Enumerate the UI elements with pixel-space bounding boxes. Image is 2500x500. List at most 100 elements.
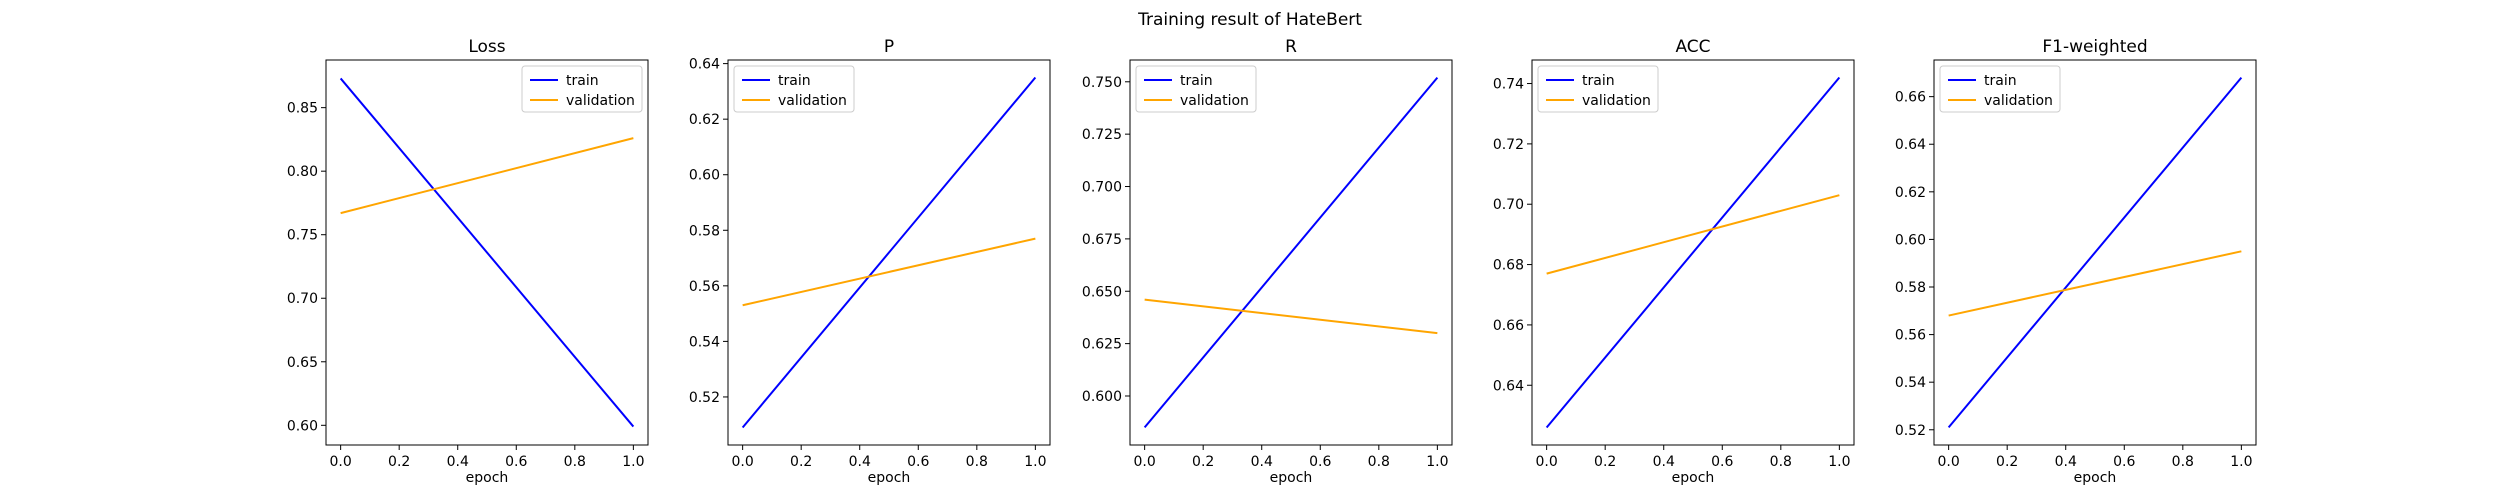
legend: train validation [733, 65, 855, 113]
x-tick-label: 0.2 [1594, 454, 1616, 470]
y-tick-label: 0.80 [287, 164, 318, 180]
y-tick-label: 0.66 [1493, 318, 1524, 334]
x-tick-label: 0.2 [1192, 454, 1214, 470]
y-tick-label: 0.64 [689, 57, 720, 73]
x-tick-label: 0.2 [790, 454, 812, 470]
subplot-title: F1-weighted [2042, 37, 2147, 57]
y-tick-label: 0.52 [1895, 423, 1926, 439]
legend-label-validation: validation [1582, 93, 1651, 109]
subplot-title: Loss [468, 37, 505, 57]
y-tick-label: 0.64 [1493, 378, 1524, 394]
y-tick-label: 0.52 [689, 390, 720, 406]
x-tick-label: 0.4 [2055, 454, 2077, 470]
subplot-2: P 0.0 0.2 0.4 0.6 0.8 1.0 0.52 0.54 0.56 0.58 0.60 0… [689, 37, 1051, 486]
figure-title: Training result of HateBert [1137, 10, 1362, 30]
x-tick-label: 1.0 [1426, 454, 1448, 470]
y-tick-label: 0.54 [689, 334, 720, 350]
series-line-validation [1144, 298, 1438, 335]
subplot-4: ACC 0.0 0.2 0.4 0.6 0.8 1.0 0.64 0.66 0.68 0.70 0.7… [1493, 37, 1855, 486]
y-tick-label: 0.700 [1082, 180, 1122, 196]
y-tick-label: 0.56 [1895, 328, 1926, 344]
legend-label-validation: validation [566, 93, 635, 109]
series-line-train [741, 76, 1037, 429]
legend-label-train: train [1984, 73, 2017, 89]
y-tick-label: 0.600 [1082, 389, 1122, 405]
x-tick-label: 0.8 [2172, 454, 2194, 470]
subplot-1: Loss 0.0 0.2 0.4 0.6 0.8 1.0 0.60 0.65 0.70 0.75 0.… [287, 37, 649, 486]
x-tick-label: 0.2 [1996, 454, 2018, 470]
x-tick-label: 0.0 [1134, 454, 1156, 470]
x-tick-label: 0.8 [1368, 454, 1390, 470]
y-tick-label: 0.675 [1082, 232, 1122, 248]
x-tick-label: 0.4 [1653, 454, 1675, 470]
x-tick-label: 0.0 [732, 454, 754, 470]
plot-frame [1933, 59, 2257, 446]
x-tick-label: 1.0 [622, 454, 644, 470]
x-tick-label: 0.0 [1536, 454, 1558, 470]
x-axis-label: epoch [868, 470, 911, 486]
series-line-train [339, 77, 635, 428]
legend-label-validation: validation [1180, 93, 1249, 109]
plot-frame [727, 59, 1051, 446]
subplot-panels: Loss 0.0 0.2 0.4 0.6 0.8 1.0 0.60 0.65 0.70 0.75 0.… [287, 37, 2257, 486]
x-tick-label: 0.4 [849, 454, 871, 470]
plot-frame [1129, 59, 1453, 446]
x-tick-label: 0.6 [907, 454, 929, 470]
y-tick-label: 0.54 [1895, 375, 1926, 391]
y-tick-label: 0.74 [1493, 77, 1524, 93]
y-tick-label: 0.64 [1895, 137, 1926, 153]
y-tick-label: 0.62 [1895, 185, 1926, 201]
legend: train validation [1939, 65, 2061, 113]
y-tick-label: 0.625 [1082, 337, 1122, 353]
legend-label-train: train [566, 73, 599, 89]
subplot-title: ACC [1675, 37, 1710, 57]
series-line-train [1143, 76, 1439, 429]
y-tick-label: 0.750 [1082, 75, 1122, 91]
y-tick-label: 0.60 [689, 168, 720, 184]
x-axis-label: epoch [2074, 470, 2117, 486]
x-tick-label: 0.6 [2113, 454, 2135, 470]
x-tick-label: 0.6 [1711, 454, 1733, 470]
y-tick-label: 0.66 [1895, 90, 1926, 106]
x-axis-label: epoch [1672, 470, 1715, 486]
y-tick-label: 0.56 [689, 279, 720, 295]
y-tick-label: 0.68 [1493, 258, 1524, 274]
legend-label-train: train [1180, 73, 1213, 89]
x-tick-label: 0.6 [1309, 454, 1331, 470]
legend: train validation [1135, 65, 1257, 113]
series-line-validation [340, 137, 634, 215]
legend-label-train: train [778, 73, 811, 89]
y-tick-label: 0.65 [287, 355, 318, 371]
series-line-validation [1546, 194, 1840, 275]
series-line-validation [1948, 250, 2242, 317]
x-tick-label: 1.0 [1828, 454, 1850, 470]
y-tick-label: 0.85 [287, 101, 318, 117]
x-tick-label: 0.0 [1938, 454, 1960, 470]
series-line-train [1947, 76, 2243, 429]
x-tick-label: 0.8 [966, 454, 988, 470]
legend-label-train: train [1582, 73, 1615, 89]
y-tick-label: 0.72 [1493, 137, 1524, 153]
subplot-title: P [884, 37, 894, 57]
y-tick-label: 0.70 [287, 291, 318, 307]
subplot-title: R [1285, 37, 1297, 57]
y-tick-label: 0.75 [287, 228, 318, 244]
legend: train validation [521, 65, 643, 113]
series-line-train [1545, 76, 1841, 429]
x-axis-label: epoch [1270, 470, 1313, 486]
y-tick-label: 0.62 [689, 112, 720, 128]
y-tick-label: 0.60 [1895, 232, 1926, 248]
x-tick-label: 1.0 [1024, 454, 1046, 470]
x-tick-label: 0.4 [1251, 454, 1273, 470]
y-tick-label: 0.58 [1895, 280, 1926, 296]
y-tick-label: 0.60 [287, 418, 318, 434]
x-tick-label: 0.0 [330, 454, 352, 470]
plot-frame [325, 59, 649, 446]
legend: train validation [1537, 65, 1659, 113]
x-tick-label: 0.6 [505, 454, 527, 470]
x-tick-label: 0.8 [1770, 454, 1792, 470]
series-line-validation [742, 237, 1036, 307]
y-tick-label: 0.725 [1082, 127, 1122, 143]
subplot-3: R 0.0 0.2 0.4 0.6 0.8 1.0 0.600 0.625 0.650 0.675 0… [1082, 37, 1453, 486]
